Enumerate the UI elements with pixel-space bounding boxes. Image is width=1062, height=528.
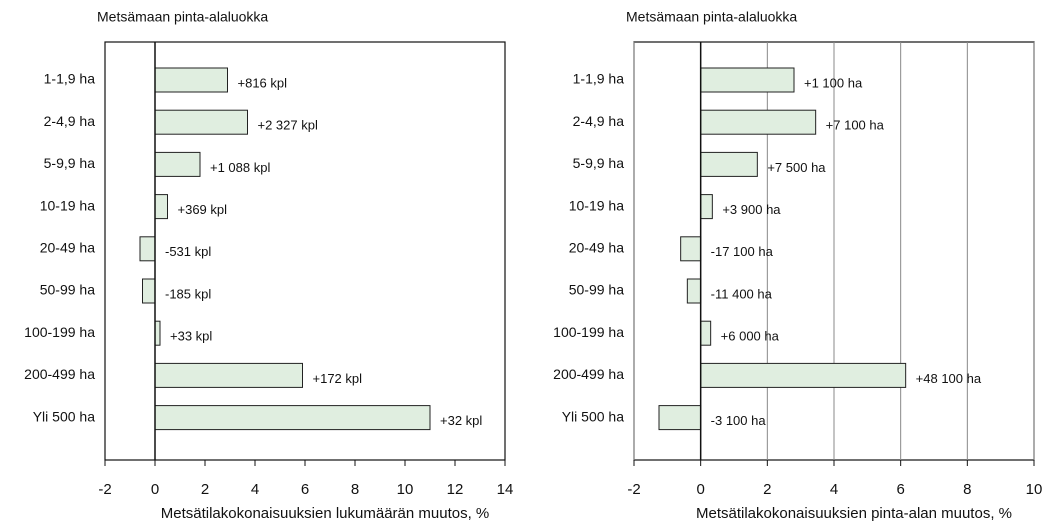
- bar-annotation: +369 kpl: [178, 202, 228, 217]
- y-tick-label: 100-199 ha: [553, 324, 624, 340]
- bar: [658, 405, 702, 431]
- x-tick-label: 4: [830, 481, 838, 498]
- y-tick-label: 10-19 ha: [40, 197, 95, 213]
- bar-annotation: +32 kpl: [440, 413, 482, 428]
- bar-annotation: -185 kpl: [165, 286, 211, 301]
- y-tick-label: 2-4,9 ha: [44, 113, 96, 129]
- bar-annotation: +1 088 kpl: [210, 160, 270, 175]
- bar-annotation: +816 kpl: [238, 75, 288, 90]
- y-tick-label: 200-499 ha: [24, 366, 95, 382]
- bar-annotation: -17 100 ha: [711, 244, 774, 259]
- bar-annotation: +48 100 ha: [916, 371, 982, 386]
- bar: [154, 109, 248, 135]
- x-tick-label: 14: [497, 481, 514, 498]
- x-tick-label: 10: [1026, 481, 1043, 498]
- bar: [700, 362, 907, 388]
- bar: [700, 151, 758, 177]
- bar-annotation: +7 100 ha: [826, 118, 885, 133]
- y-tick-label: 5-9,9 ha: [44, 155, 96, 171]
- x-axis-label: Metsätilakokonaisuuksien lukumäärän muut…: [161, 505, 490, 522]
- x-tick-label: 4: [251, 481, 259, 498]
- bar: [700, 67, 795, 93]
- bar: [154, 151, 201, 177]
- y-tick-label: 20-49 ha: [40, 240, 95, 256]
- x-tick-label: 6: [896, 481, 904, 498]
- chart-title: Metsämaan pinta-alaluokka: [97, 9, 268, 25]
- chart-title: Metsämaan pinta-alaluokka: [626, 9, 797, 25]
- bar: [154, 405, 431, 431]
- y-tick-label: 200-499 ha: [553, 366, 624, 382]
- bar-annotation: -531 kpl: [165, 244, 211, 259]
- bar-annotation: +33 kpl: [170, 329, 212, 344]
- x-tick-label: 8: [963, 481, 971, 498]
- y-tick-label: 20-49 ha: [569, 240, 624, 256]
- x-tick-label: 8: [351, 481, 359, 498]
- x-tick-label: 0: [696, 481, 704, 498]
- y-tick-label: 1-1,9 ha: [44, 71, 96, 87]
- x-tick-label: -2: [98, 481, 111, 498]
- y-tick-label: 50-99 ha: [569, 282, 624, 298]
- x-tick-label: 6: [301, 481, 309, 498]
- y-tick-label: Yli 500 ha: [33, 408, 95, 424]
- x-tick-label: 10: [397, 481, 414, 498]
- bar: [680, 236, 702, 262]
- y-tick-label: 10-19 ha: [569, 197, 624, 213]
- y-tick-label: 1-1,9 ha: [573, 71, 625, 87]
- bar: [154, 362, 303, 388]
- y-tick-label: 50-99 ha: [40, 282, 95, 298]
- y-tick-label: Yli 500 ha: [562, 408, 624, 424]
- x-tick-label: 12: [447, 481, 464, 498]
- bar-annotation: +7 500 ha: [767, 160, 826, 175]
- bar: [686, 278, 702, 304]
- x-axis-label: Metsätilakokonaisuuksien pinta-alan muut…: [696, 505, 1012, 522]
- bar-annotation: +3 900 ha: [722, 202, 781, 217]
- bar: [154, 67, 228, 93]
- bar-annotation: -3 100 ha: [711, 413, 767, 428]
- y-tick-label: 5-9,9 ha: [573, 155, 625, 171]
- x-tick-label: -2: [627, 481, 640, 498]
- x-tick-label: 2: [201, 481, 209, 498]
- bar-annotation: +2 327 kpl: [258, 118, 318, 133]
- bar-annotation: +6 000 ha: [721, 329, 780, 344]
- bar-annotation: +172 kpl: [313, 371, 363, 386]
- bar: [700, 320, 712, 346]
- bar: [700, 194, 713, 220]
- bar: [154, 194, 168, 220]
- bar: [139, 236, 156, 262]
- bar-annotation: +1 100 ha: [804, 75, 863, 90]
- y-tick-label: 100-199 ha: [24, 324, 95, 340]
- bar: [700, 109, 817, 135]
- bar-annotation: -11 400 ha: [711, 286, 773, 301]
- bar: [142, 278, 156, 304]
- x-tick-label: 2: [763, 481, 771, 498]
- x-tick-label: 0: [151, 481, 159, 498]
- y-tick-label: 2-4,9 ha: [573, 113, 625, 129]
